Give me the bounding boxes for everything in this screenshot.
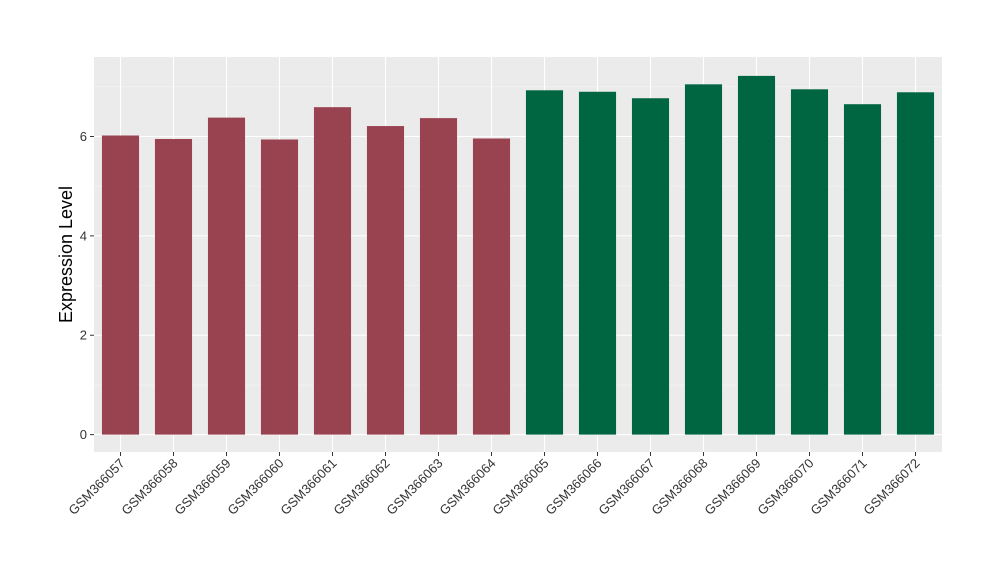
bar-GSM366065	[525, 90, 564, 435]
bar-GSM366064	[472, 138, 511, 435]
bar-GSM366062	[366, 126, 405, 435]
bars	[101, 75, 935, 435]
y-tick-label: 6	[80, 129, 87, 144]
bar-GSM366070	[790, 89, 829, 435]
bar-GSM366057	[101, 135, 140, 435]
x-axis: GSM366057GSM366058GSM366059GSM366060GSM3…	[65, 452, 923, 518]
bar-GSM366069	[737, 75, 776, 435]
y-tick-label: 0	[80, 427, 87, 442]
bar-GSM366060	[260, 139, 299, 435]
bar-GSM366066	[578, 91, 617, 435]
y-axis: 0 2 4 6	[80, 129, 94, 442]
bar-GSM366068	[684, 84, 723, 435]
bar-GSM366063	[419, 118, 458, 435]
y-tick-label: 4	[80, 228, 87, 243]
bar-GSM366058	[154, 138, 193, 435]
bar-GSM366071	[843, 104, 882, 435]
bar-GSM366061	[313, 107, 352, 435]
bar-GSM366059	[207, 117, 246, 435]
bar-GSM366067	[631, 98, 670, 435]
y-tick-label: 2	[80, 328, 87, 343]
x-tick-label: GSM366072	[860, 456, 922, 518]
y-axis-title: Expression Level	[56, 186, 76, 323]
bar-GSM366072	[896, 92, 935, 435]
